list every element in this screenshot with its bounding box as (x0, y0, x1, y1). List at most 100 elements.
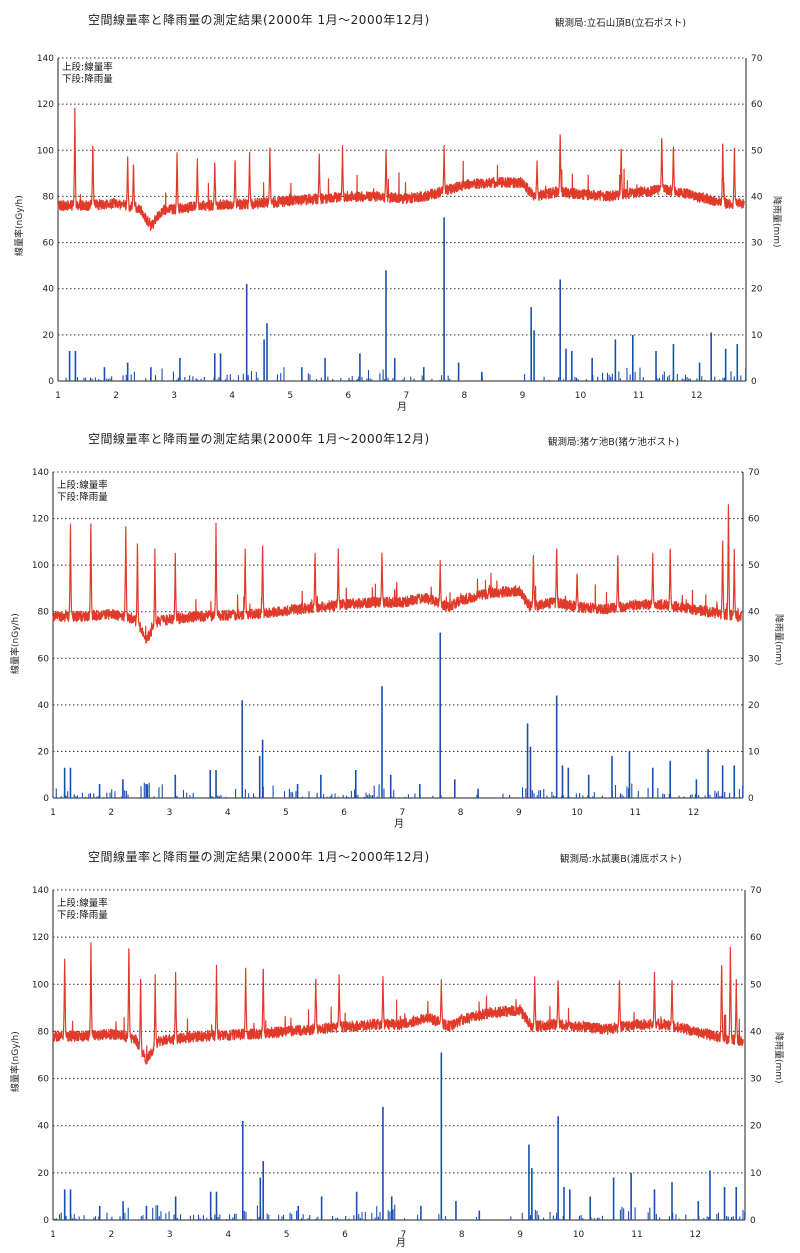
y-tick-label-left: 100 (32, 561, 49, 571)
x-tick-label: 12 (690, 1230, 701, 1240)
y-tick-label-right: 70 (750, 886, 762, 896)
dose-rate-line (52, 942, 744, 1065)
x-tick-label: 12 (688, 808, 699, 818)
y-tick-label-left: 120 (37, 100, 54, 110)
y-tick-label-right: 60 (751, 100, 763, 110)
chart-legend: 上段:線量率 下段:降雨量 (57, 898, 108, 922)
y-tick-label-left: 40 (43, 285, 55, 295)
x-tick-label: 10 (573, 1230, 585, 1240)
x-tick-label: 9 (517, 1230, 523, 1240)
x-axis-label: 月 (394, 819, 404, 830)
y-tick-label-right: 20 (748, 701, 760, 711)
y-tick-label-left: 20 (43, 331, 55, 341)
x-tick-label: 1 (55, 391, 61, 401)
y-tick-label-right: 0 (751, 377, 757, 387)
x-tick-label: 6 (342, 1230, 348, 1240)
legend-item-rain: 下段:降雨量 (57, 492, 108, 503)
y-tick-label-right: 30 (751, 239, 763, 249)
x-axis-label: 月 (396, 1238, 406, 1249)
x-tick-label: 8 (458, 808, 464, 818)
x-tick-label: 7 (399, 808, 405, 818)
y-tick-label-right: 40 (750, 1027, 762, 1037)
x-axis-label: 月 (397, 402, 407, 413)
y-tick-label-left: 20 (38, 747, 50, 757)
y-tick-label-left: 100 (32, 980, 49, 990)
x-tick-label: 4 (225, 808, 231, 818)
y-tick-label-left: 80 (38, 1027, 50, 1037)
y-axis-label-right: 降雨量(mm) (771, 196, 781, 248)
y-tick-label-left: 40 (38, 1122, 50, 1132)
x-tick-label: 12 (691, 391, 702, 401)
x-tick-label: 3 (167, 808, 173, 818)
y-tick-label-left: 120 (32, 515, 49, 525)
y-tick-label-left: 80 (43, 192, 55, 202)
chart-legend: 上段:線量率 下段:降雨量 (57, 480, 108, 504)
x-tick-label: 5 (283, 808, 289, 818)
y-tick-label-right: 20 (751, 285, 763, 295)
y-axis-label-right: 降雨量(mm) (773, 1032, 783, 1084)
x-tick-label: 11 (630, 808, 641, 818)
y-tick-label-right: 10 (748, 747, 760, 757)
x-tick-label: 2 (108, 808, 114, 818)
x-tick-label: 6 (345, 391, 351, 401)
x-tick-label: 7 (401, 1230, 407, 1240)
station-label: 観測局:猪ケ池B(猪ケ池ポスト) (548, 437, 680, 448)
station-label: 観測局:水試裏B(浦底ポスト) (560, 854, 682, 865)
x-tick-label: 9 (516, 808, 522, 818)
chart-title: 空間線量率と降雨量の測定結果(2000年 1月～2000年12月) (88, 432, 430, 446)
chart-panel-2: 空間線量率と降雨量の測定結果(2000年 1月～2000年12月) 観測局:猪ケ… (0, 418, 800, 836)
x-tick-label: 5 (287, 391, 293, 401)
y-tick-label-left: 80 (38, 608, 50, 618)
y-tick-label-right: 70 (748, 468, 760, 478)
dose-rate-line (57, 107, 745, 232)
y-axis-label-left: 線量率(nGy/h) (11, 1031, 21, 1092)
rain-series (65, 217, 747, 381)
y-tick-label-right: 30 (750, 1075, 762, 1085)
x-tick-label: 2 (109, 1230, 115, 1240)
y-tick-label-right: 40 (751, 192, 763, 202)
x-tick-label: 11 (633, 391, 644, 401)
y-tick-label-right: 50 (748, 561, 760, 571)
y-tick-label-left: 60 (43, 239, 55, 249)
legend-item-rain: 下段:降雨量 (57, 910, 108, 921)
x-tick-label: 3 (171, 391, 177, 401)
y-tick-label-left: 140 (32, 886, 49, 896)
x-tick-label: 8 (459, 1230, 465, 1240)
y-tick-label-left: 20 (38, 1169, 50, 1179)
legend-item-dose: 上段:線量率 (57, 898, 108, 909)
y-tick-label-right: 30 (748, 654, 760, 664)
legend-item-rain: 下段:降雨量 (62, 74, 113, 85)
y-tick-label-right: 10 (750, 1169, 762, 1179)
y-tick-label-right: 70 (751, 54, 763, 64)
y-tick-label-right: 60 (750, 933, 762, 943)
y-tick-label-right: 0 (750, 1216, 756, 1226)
x-tick-label: 10 (575, 391, 587, 401)
y-axis-label-left: 線量率(nGy/h) (11, 613, 21, 674)
y-tick-label-left: 0 (48, 377, 54, 387)
chart-legend: 上段:線量率 下段:降雨量 (62, 62, 113, 86)
y-tick-label-left: 0 (43, 1216, 49, 1226)
x-tick-label: 4 (229, 391, 235, 401)
x-tick-label: 8 (462, 391, 468, 401)
dose-rate-line (52, 504, 742, 644)
x-tick-label: 10 (571, 808, 583, 818)
x-tick-label: 9 (520, 391, 526, 401)
x-tick-label: 2 (113, 391, 119, 401)
y-tick-label-left: 60 (38, 1075, 50, 1085)
chart-title: 空間線量率と降雨量の測定結果(2000年 1月～2000年12月) (88, 850, 430, 864)
y-tick-label-left: 40 (38, 701, 50, 711)
chart-panel-1: 空間線量率と降雨量の測定結果(2000年 1月～2000年12月) 観測局:立石… (0, 0, 800, 418)
legend-item-dose: 上段:線量率 (57, 480, 108, 491)
y-tick-label-left: 100 (37, 146, 54, 156)
chart-panel-3: 空間線量率と降雨量の測定結果(2000年 1月～2000年12月) 観測局:水試… (0, 836, 800, 1253)
y-tick-label-left: 0 (43, 794, 49, 804)
y-tick-label-right: 10 (751, 331, 763, 341)
y-tick-label-right: 40 (748, 608, 760, 618)
y-tick-label-left: 120 (32, 933, 49, 943)
y-tick-label-left: 60 (38, 654, 50, 664)
chart-title: 空間線量率と降雨量の測定結果(2000年 1月～2000年12月) (88, 13, 430, 27)
x-tick-label: 6 (341, 808, 347, 818)
x-tick-label: 1 (50, 808, 56, 818)
